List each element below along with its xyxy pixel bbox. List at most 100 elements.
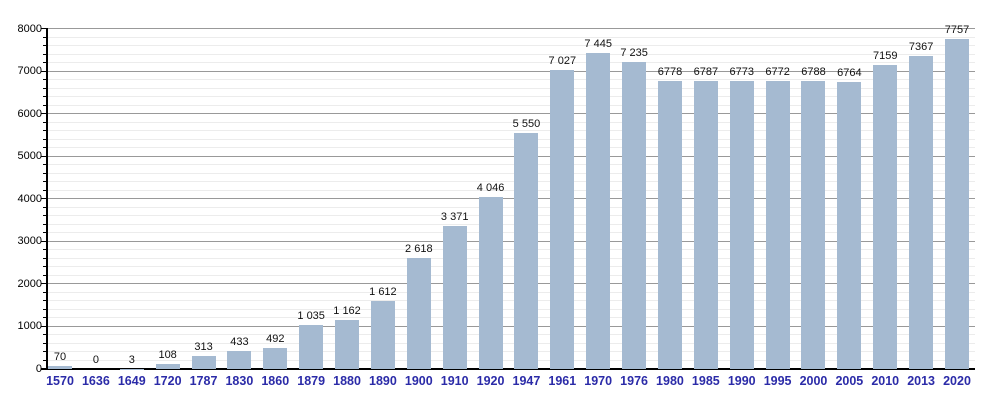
bar <box>801 80 826 369</box>
gridline-minor <box>48 359 975 361</box>
x-tick-label[interactable]: 2005 <box>835 374 864 388</box>
x-tick-label[interactable]: 2000 <box>799 374 828 388</box>
bar <box>693 80 718 369</box>
x-tick-label[interactable]: 1879 <box>297 374 326 388</box>
x-tick-label[interactable]: 1636 <box>81 374 110 388</box>
bar-value-label: 7 445 <box>584 37 612 50</box>
x-tick-label[interactable]: 1947 <box>512 374 541 388</box>
gridline-minor <box>48 79 975 80</box>
y-minor-tick <box>43 317 46 318</box>
gridline-minor <box>48 96 975 97</box>
x-tick-label[interactable]: 2020 <box>943 374 971 388</box>
gridline-major <box>48 70 975 72</box>
y-major-tick <box>41 198 46 199</box>
bar <box>227 350 252 369</box>
bar-value-label: 313 <box>194 340 213 353</box>
bar-value-label: 7367 <box>908 40 934 53</box>
y-minor-tick <box>43 189 46 191</box>
y-minor-tick <box>43 334 46 335</box>
y-minor-tick <box>43 342 46 344</box>
gridline-minor <box>48 274 975 276</box>
bar-value-label: 6787 <box>693 65 719 78</box>
y-minor-tick <box>43 308 46 310</box>
x-tick-label[interactable]: 1990 <box>727 374 756 388</box>
gridline-minor <box>48 181 975 182</box>
y-minor-tick <box>43 87 46 89</box>
y-major-tick <box>41 283 46 284</box>
bar <box>48 366 72 369</box>
gridline-minor <box>48 147 975 148</box>
bar-value-label: 7 027 <box>548 55 577 68</box>
bar-value-label: 4 046 <box>476 182 505 195</box>
x-tick-label[interactable]: 1910 <box>440 374 469 388</box>
gridline-minor <box>48 53 975 55</box>
gridline-minor <box>48 45 975 46</box>
bar-value-label: 6772 <box>765 66 790 79</box>
bar <box>335 319 360 369</box>
gridline-minor <box>48 257 975 259</box>
y-tick-label: 7000 <box>17 65 42 77</box>
gridline-minor <box>48 172 975 174</box>
y-minor-tick <box>43 36 46 38</box>
y-minor-tick <box>43 172 46 174</box>
bar <box>657 80 682 369</box>
x-tick-label[interactable]: 1649 <box>117 374 146 388</box>
y-minor-tick <box>43 351 46 352</box>
x-tick-label[interactable]: 2010 <box>871 374 900 388</box>
y-tick-label: 4000 <box>17 192 42 205</box>
y-minor-tick <box>43 223 46 225</box>
x-tick-label[interactable]: 1787 <box>189 374 218 388</box>
x-tick-label[interactable]: 1570 <box>46 374 74 388</box>
gridline-minor <box>48 189 975 191</box>
bar <box>729 81 754 369</box>
y-major-tick <box>41 113 46 114</box>
x-tick-label[interactable]: 1720 <box>153 374 182 388</box>
gridline-major <box>48 28 975 29</box>
gridline-minor <box>48 121 975 123</box>
bar <box>370 300 395 369</box>
y-minor-tick <box>43 181 46 182</box>
x-tick-label[interactable]: 1880 <box>333 374 361 388</box>
x-tick-label[interactable]: 1961 <box>548 374 577 388</box>
y-minor-tick <box>43 291 46 293</box>
x-tick-label[interactable]: 1980 <box>656 374 684 388</box>
bar-value-label: 7159 <box>872 49 898 62</box>
gridline-minor <box>48 223 975 225</box>
x-tick-label[interactable]: 1976 <box>620 374 648 388</box>
x-tick-label[interactable]: 1985 <box>691 374 720 388</box>
x-tick-label[interactable]: 1920 <box>476 374 505 388</box>
bar-value-label: 492 <box>266 333 285 346</box>
x-tick-label[interactable]: 1900 <box>404 374 433 388</box>
bar <box>837 81 862 369</box>
y-tick-label: 8000 <box>17 22 42 35</box>
gridline-minor <box>48 164 975 165</box>
bar <box>191 355 216 369</box>
bar-value-label: 70 <box>53 351 67 364</box>
y-minor-tick <box>43 53 46 55</box>
bar <box>945 39 969 369</box>
y-minor-tick <box>43 164 46 165</box>
x-tick-label[interactable]: 1830 <box>225 374 254 388</box>
y-minor-tick <box>43 300 46 301</box>
gridline-minor <box>48 36 975 38</box>
y-tick-label: 0 <box>35 362 42 375</box>
gridline-major <box>48 283 975 284</box>
gridline-major <box>48 198 975 199</box>
gridline-minor <box>48 266 975 267</box>
bar-value-label: 108 <box>158 349 177 362</box>
x-tick-label[interactable]: 1860 <box>261 374 290 388</box>
y-major-tick <box>41 240 46 242</box>
y-minor-tick <box>43 274 46 276</box>
x-tick-label[interactable]: 1890 <box>369 374 397 388</box>
gridline-minor <box>48 249 975 250</box>
y-minor-tick <box>43 206 46 208</box>
x-tick-label[interactable]: 1970 <box>584 374 613 388</box>
x-tick-label[interactable]: 2013 <box>907 374 936 388</box>
bar <box>514 133 539 369</box>
y-minor-tick <box>43 79 46 80</box>
gridline-minor <box>48 308 975 310</box>
x-tick-label[interactable]: 1995 <box>763 374 792 388</box>
bar-value-label: 1 035 <box>297 310 325 323</box>
y-major-tick <box>41 325 46 327</box>
gridline-minor <box>48 317 975 318</box>
